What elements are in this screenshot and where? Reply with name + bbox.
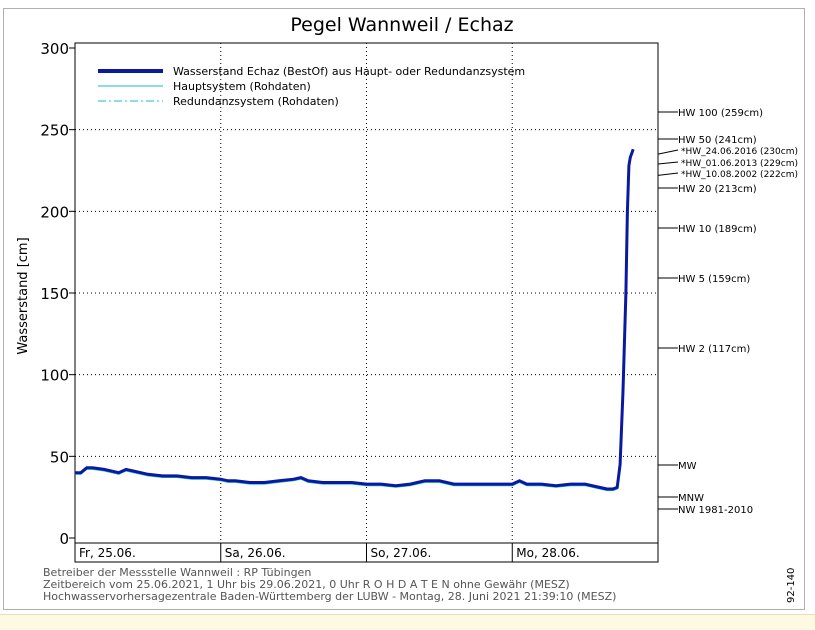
annotation-label: HW 2 (117cm) <box>678 344 750 355</box>
x-tick-label: Fr, 25.06. <box>79 546 136 560</box>
side-code-text: 92-140 <box>786 568 797 603</box>
series-line <box>75 148 635 491</box>
annotation-leader <box>657 161 679 165</box>
annotation-leader <box>657 172 679 176</box>
legend-label: Wasserstand Echaz (BestOf) aus Haupt- od… <box>173 65 525 78</box>
footer-line: Zeitbereich vom 25.06.2021, 1 Uhr bis 29… <box>43 578 570 591</box>
y-tick-label: 0 <box>59 530 69 548</box>
grid-lines <box>75 43 658 543</box>
annotation-label: *HW_10.08.2002 (222cm) <box>681 170 798 180</box>
y-tick-label: 150 <box>40 285 69 303</box>
y-tick-label: 300 <box>40 40 69 58</box>
y-tick-label: 250 <box>40 122 69 140</box>
y-tick-label: 50 <box>50 448 69 466</box>
y-tick-label: 200 <box>40 203 69 221</box>
series-hauptsystem-line <box>75 150 634 492</box>
x-axis: Fr, 25.06. Sa, 26.06. So, 27.06. Mo, 28.06. <box>75 542 658 562</box>
chart-frame <box>3 8 805 610</box>
annotation-label: HW 20 (213cm) <box>678 184 757 195</box>
bottom-strip <box>0 614 815 630</box>
annotation-label: HW 10 (189cm) <box>678 224 757 235</box>
footer-line: Hochwasservorhersagezentrale Baden-Württ… <box>43 590 616 603</box>
annotation-label: HW 50 (241cm) <box>678 135 757 146</box>
x-tick-label: So, 27.06. <box>371 546 432 560</box>
y-tick-label: 100 <box>40 367 69 385</box>
footer-line: Betreiber der Messstelle Wannweil : RP T… <box>43 566 311 579</box>
annotation-label: HW 5 (159cm) <box>678 274 750 285</box>
annotation-label: *HW_24.06.2016 (230cm) <box>681 147 798 157</box>
y-axis: 0 50 100 150 200 250 300 <box>40 40 75 548</box>
series-layer <box>75 148 635 492</box>
annotation-label: MW <box>678 461 697 472</box>
annotation-label: NW 1981-2010 <box>678 505 753 516</box>
annotation-label: *HW_01.06.2013 (229cm) <box>681 159 798 169</box>
footer: Betreiber der Messstelle Wannweil : RP T… <box>43 566 616 603</box>
threshold-annotations: HW 100 (259cm) HW 50 (241cm)*HW_24.06.201… <box>657 108 798 516</box>
x-tick-label: Sa, 26.06. <box>225 546 286 560</box>
legend: Wasserstand Echaz (BestOf) aus Haupt- od… <box>98 65 525 108</box>
x-tick-label: Mo, 28.06. <box>516 546 580 560</box>
annotation-label: HW 100 (259cm) <box>678 108 763 119</box>
y-axis-label: Wasserstand [cm] <box>16 237 31 354</box>
chart-title: Pegel Wannweil / Echaz <box>290 14 513 36</box>
annotation-label: MNW <box>678 493 704 504</box>
side-code: 92-140 <box>781 555 801 605</box>
legend-label: Redundanzsystem (Rohdaten) <box>173 95 339 108</box>
legend-label: Hauptsystem (Rohdaten) <box>173 80 311 93</box>
annotation-leader <box>657 149 679 155</box>
